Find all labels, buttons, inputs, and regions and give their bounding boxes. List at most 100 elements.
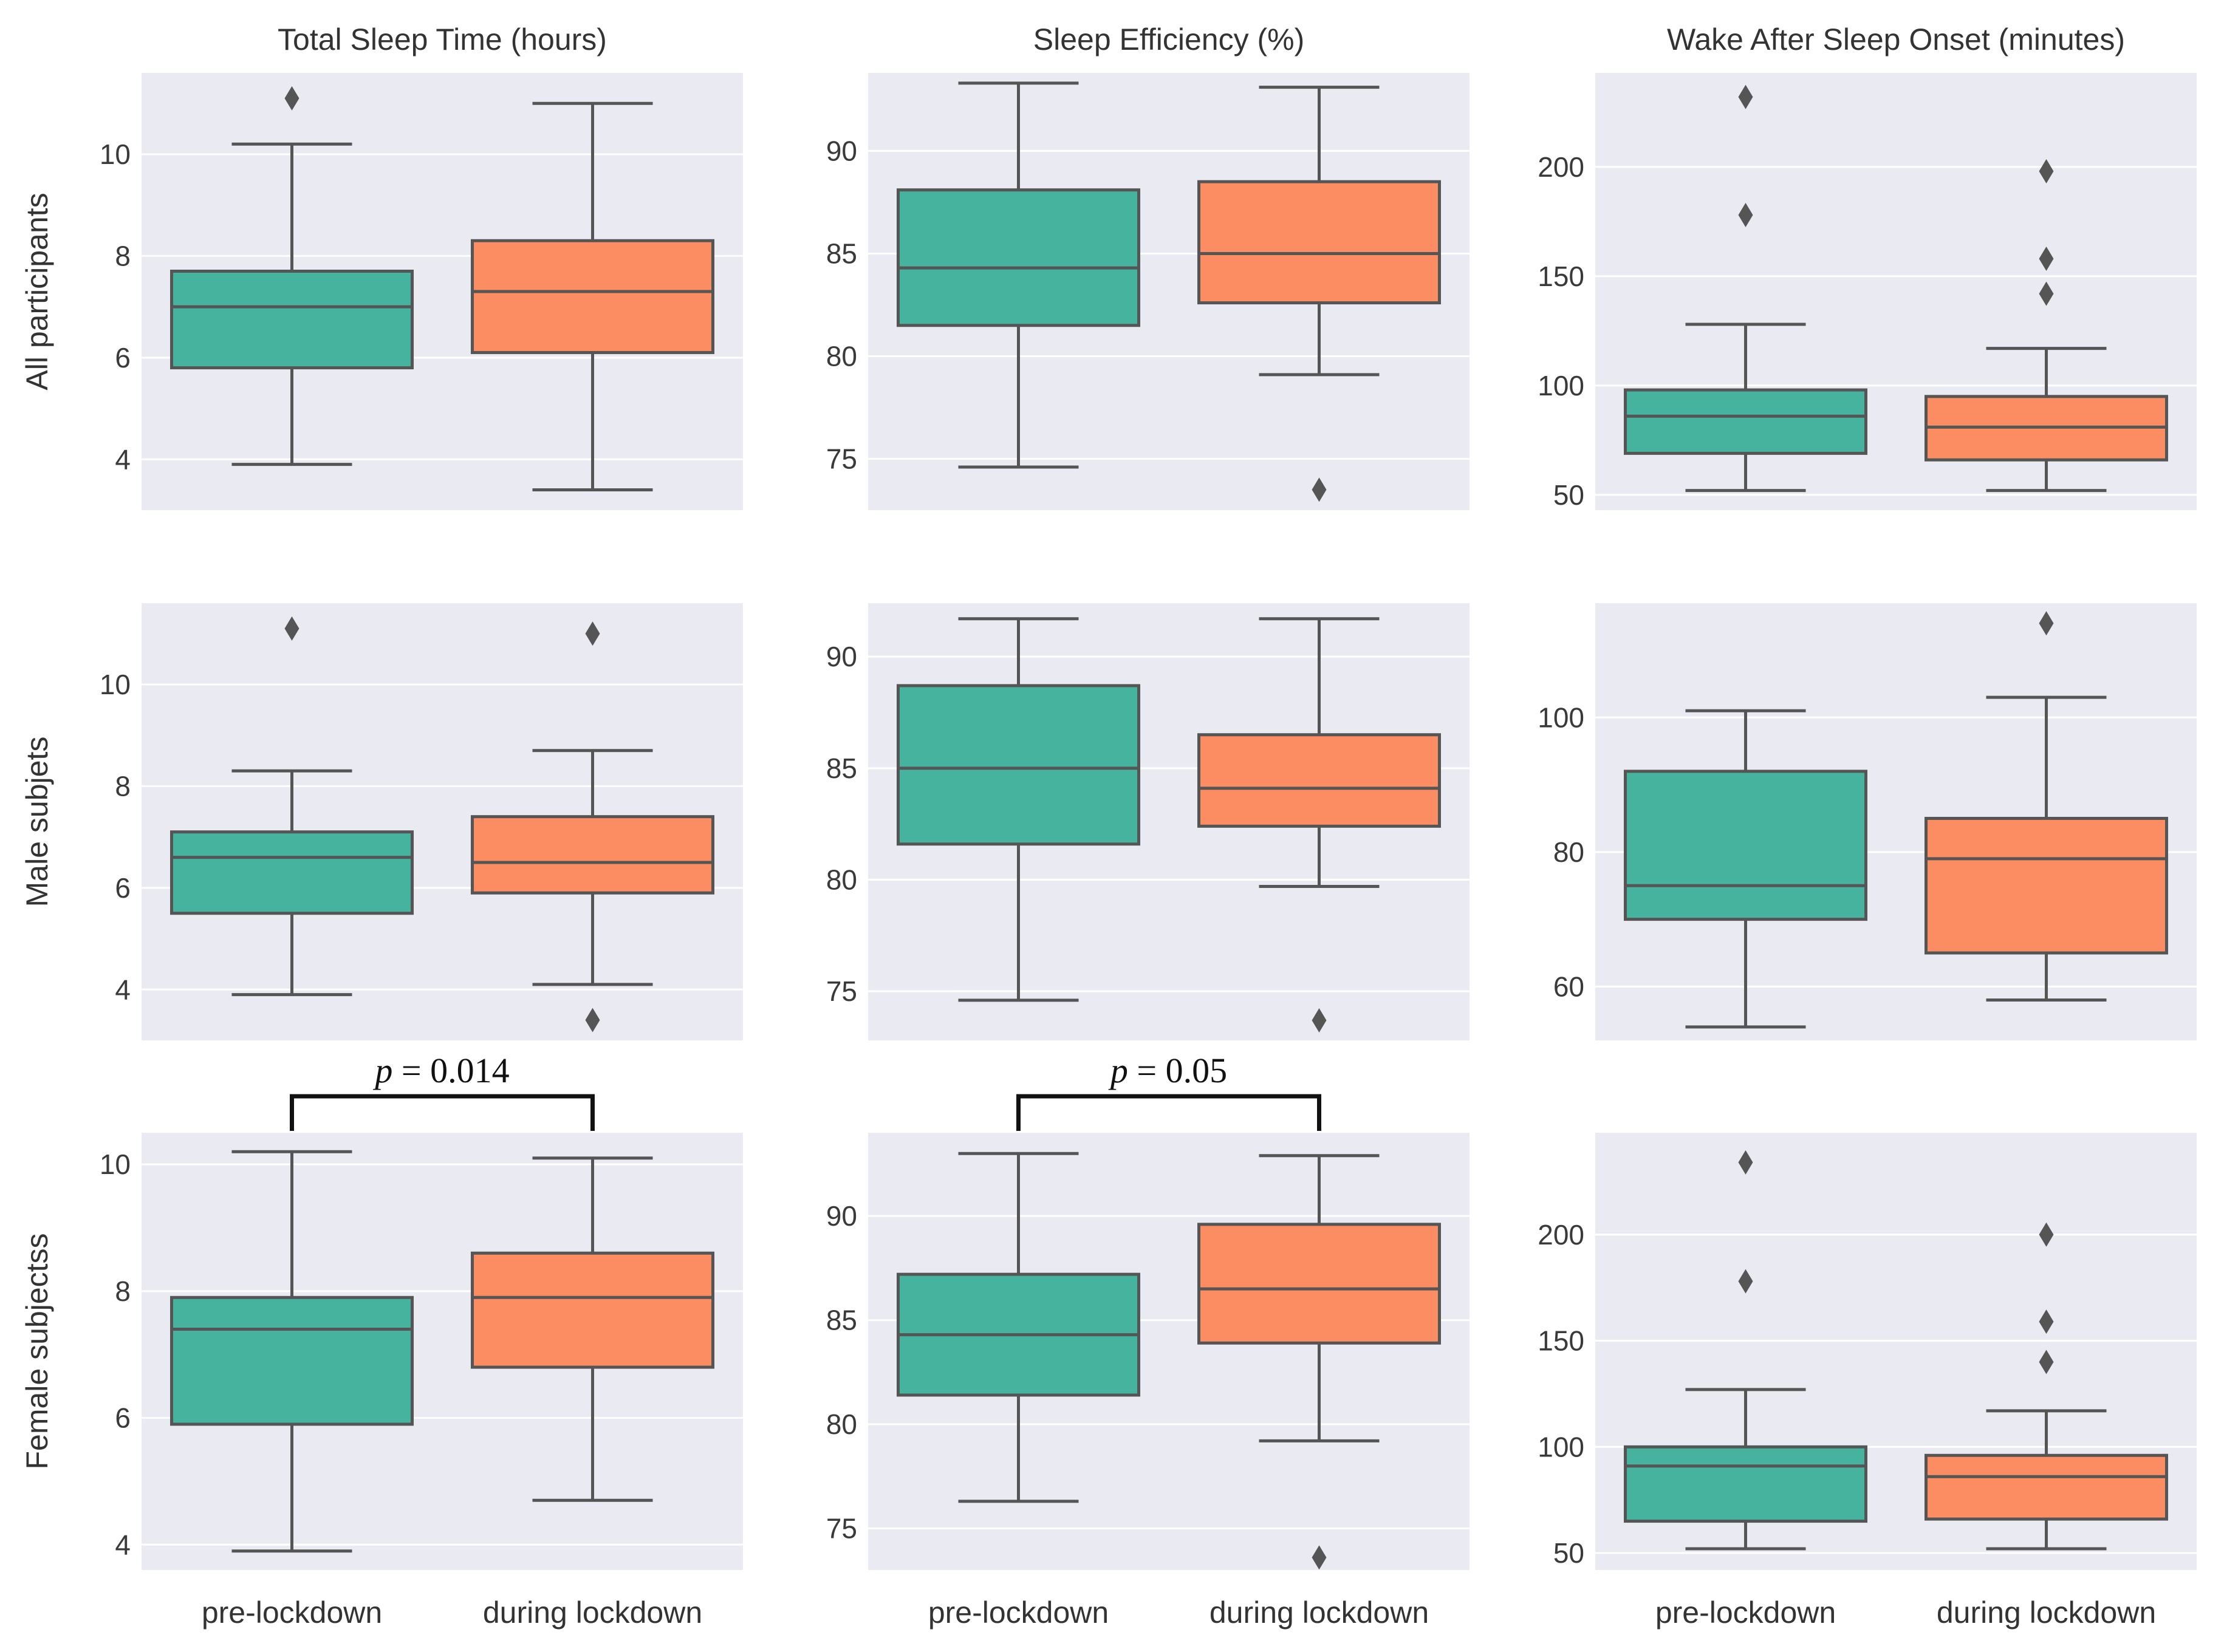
y-tick-label: 6 (115, 342, 131, 374)
y-tick-label: 80 (826, 340, 857, 372)
panel: 60 80 100 (1538, 603, 2197, 1040)
box-pre-lockdown (897, 617, 1140, 1002)
bracket-line (1016, 1094, 1321, 1131)
panel: 50 100 150 200 (1538, 73, 2197, 511)
panel: 4 6 8 10 (100, 603, 743, 1040)
x-tick-label: during lockdown (1937, 1596, 2156, 1630)
y-tick-label: 90 (826, 641, 857, 672)
labels-layer: Total Sleep Time (hours) Sleep Efficiency… (20, 22, 2156, 1630)
panel: 75 80 85 90 (826, 1133, 1470, 1570)
iqr-box (897, 188, 1140, 327)
y-tick-label: 10 (100, 1149, 131, 1180)
box-pre-lockdown (170, 616, 414, 997)
iqr-box (471, 239, 714, 354)
y-tick-label: 150 (1538, 1325, 1584, 1357)
y-tick-label: 10 (100, 669, 131, 700)
y-tick-label: 60 (1553, 971, 1584, 1002)
panel: 75 80 85 90 (826, 603, 1470, 1040)
iqr-box (170, 830, 414, 915)
panel: 75 80 85 90 (826, 73, 1470, 510)
y-tick-label: 50 (1553, 479, 1584, 511)
outlier-point (2039, 1222, 2054, 1247)
x-tick-label: pre-lockdown (202, 1596, 382, 1630)
y-tick-label: 75 (826, 443, 857, 474)
iqr-box (170, 270, 414, 370)
outlier-point (2039, 611, 2054, 636)
iqr-box (1624, 1445, 1867, 1523)
outlier-point (1738, 1269, 1753, 1294)
y-tick-label: 150 (1538, 261, 1584, 292)
iqr-box (1197, 733, 1441, 828)
iqr-box (897, 684, 1140, 846)
y-tick-label: 50 (1553, 1537, 1584, 1569)
y-tick-label: 100 (1538, 1431, 1584, 1463)
y-tick-label: 80 (826, 1408, 857, 1440)
box-during-lockdown (471, 101, 714, 492)
y-tick-label: 75 (826, 975, 857, 1007)
outlier-point (1738, 1150, 1753, 1175)
outlier-point (2039, 281, 2054, 306)
box-during-lockdown (471, 621, 714, 1032)
significance-bracket: p = 0.05 (1016, 1051, 1321, 1131)
box-during-lockdown (1925, 611, 2168, 1002)
row-label: All participants (20, 193, 54, 390)
y-tick-label: 75 (826, 1512, 857, 1544)
y-tick-label: 90 (826, 135, 857, 166)
outlier-point (1738, 84, 1753, 109)
y-tick-label: 100 (1538, 701, 1584, 733)
box-pre-lockdown (897, 1152, 1140, 1503)
box-during-lockdown (471, 1156, 714, 1502)
box-during-lockdown (1197, 617, 1441, 1032)
outlier-point (2039, 1309, 2054, 1334)
y-tick-label: 85 (826, 1305, 857, 1336)
box-during-lockdown (1925, 159, 2168, 493)
p-value-label: p = 0.014 (372, 1051, 509, 1090)
bracket-line (290, 1094, 595, 1131)
box-during-lockdown (1197, 1154, 1441, 1570)
y-tick-label: 10 (100, 138, 131, 170)
p-value-label: p = 0.05 (1108, 1051, 1227, 1090)
iqr-box (1925, 816, 2168, 955)
iqr-box (1197, 180, 1441, 305)
panels-layer: 4 6 8 10 75 80 85 90 50 100 150 200 4 6 8 10 75 80 85 90 60 8… (100, 73, 2197, 1570)
x-tick-label: during lockdown (483, 1596, 702, 1630)
y-tick-label: 4 (115, 974, 131, 1005)
significance-bracket: p = 0.014 (290, 1051, 595, 1131)
y-tick-label: 6 (115, 1402, 131, 1434)
y-tick-label: 8 (115, 770, 131, 802)
outlier-point (1312, 477, 1327, 502)
column-title: Wake After Sleep Onset (minutes) (1667, 22, 2125, 56)
panel: 50 100 150 200 (1538, 1133, 2197, 1570)
y-tick-label: 85 (826, 237, 857, 269)
y-tick-label: 6 (115, 872, 131, 904)
box-pre-lockdown (170, 86, 414, 466)
row-label: Female subjectss (20, 1233, 54, 1469)
iqr-box (1197, 1223, 1441, 1345)
x-tick-label: during lockdown (1210, 1596, 1429, 1630)
column-title: Sleep Efficiency (%) (1033, 22, 1304, 56)
outlier-point (2039, 159, 2054, 183)
outlier-point (1312, 1545, 1327, 1570)
y-tick-label: 85 (826, 753, 857, 784)
box-pre-lockdown (897, 81, 1140, 469)
outlier-point (2039, 1350, 2054, 1374)
outlier-point (585, 621, 600, 646)
panel: 4 6 8 10 (100, 73, 743, 510)
box-during-lockdown (1197, 86, 1441, 502)
y-tick-label: 200 (1538, 1219, 1584, 1251)
y-tick-label: 80 (1553, 836, 1584, 868)
outlier-point (1312, 1008, 1327, 1032)
iqr-box (471, 815, 714, 895)
iqr-box (1624, 770, 1867, 921)
iqr-box (1624, 388, 1867, 455)
outlier-point (2039, 247, 2054, 271)
outlier-point (1738, 203, 1753, 227)
y-tick-label: 4 (115, 1529, 131, 1560)
box-pre-lockdown (1624, 709, 1867, 1029)
box-pre-lockdown (1624, 1150, 1867, 1551)
panel: 4 6 8 10 (100, 1133, 743, 1570)
y-tick-label: 90 (826, 1200, 857, 1232)
y-tick-label: 8 (115, 1275, 131, 1307)
x-tick-label: pre-lockdown (928, 1596, 1109, 1630)
